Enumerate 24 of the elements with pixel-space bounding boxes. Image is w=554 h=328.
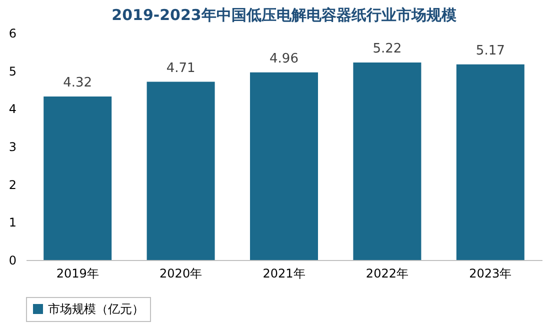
y-tick-label: 0 [8,254,16,268]
y-tick-label: 4 [8,102,16,116]
y-tick-label: 1 [8,216,16,230]
data-label: 4.96 [270,51,298,66]
bar [250,72,318,260]
bar [353,62,422,260]
x-tick-label: 2023年 [469,266,512,280]
chart-title: 2019-2023年中国低压电解电容器纸行业市场规模 [112,6,458,24]
data-label: 5.22 [372,42,402,57]
data-label: 4.32 [63,76,92,91]
y-tick-label: 3 [8,140,16,154]
data-label: 4.71 [166,60,196,76]
bar [146,82,215,260]
x-tick-label: 2020年 [160,266,202,280]
x-tick-label: 2022年 [366,266,408,280]
y-tick-label: 2 [8,178,16,192]
y-tick-label: 5 [8,64,16,78]
y-tick-label: 6 [8,26,16,40]
data-label: 5.17 [476,43,505,58]
bar [456,64,524,260]
x-tick-label: 2021年 [262,266,306,280]
x-tick-label: 2019年 [56,266,99,280]
bar [44,96,112,260]
legend-label: 市场规模（亿元） [48,302,144,316]
